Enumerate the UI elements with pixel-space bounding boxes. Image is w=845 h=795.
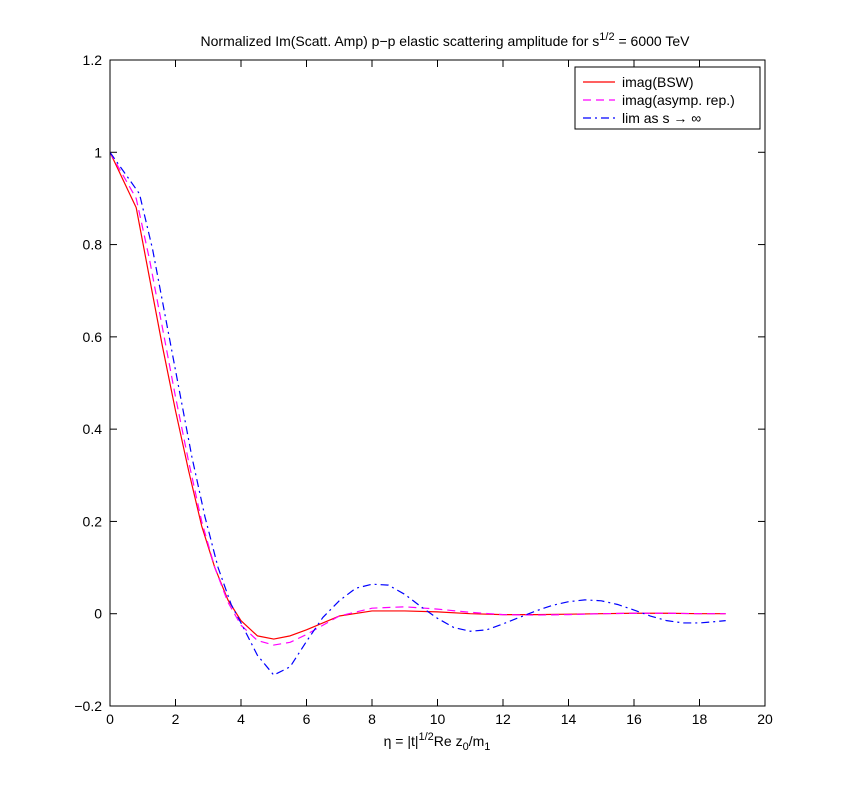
series-lines xyxy=(109,151,726,676)
x-tick-label: 12 xyxy=(495,711,511,727)
chart-title-sup: 1/2 xyxy=(599,31,614,43)
x-tick-label: 4 xyxy=(237,711,245,727)
x-tick-label: 16 xyxy=(626,711,642,727)
plot-frame xyxy=(109,59,766,707)
x-tick-label: 14 xyxy=(561,711,577,727)
y-tick-label: 0.6 xyxy=(83,329,103,345)
x-tick-label: 8 xyxy=(368,711,376,727)
y-tick-label: 1 xyxy=(94,144,102,160)
y-tick-label: 0.4 xyxy=(83,421,103,437)
x-tick-label: 10 xyxy=(430,711,446,727)
x-axis-ticks: 0 2 4 6 8 10 12 14 16 18 20 xyxy=(106,60,773,727)
x-tick-label: 18 xyxy=(692,711,708,727)
series-line-3 xyxy=(109,151,726,676)
legend: imag(BSW) imag(asymp. rep.) lim as s → ∞ xyxy=(574,66,761,130)
chart-title: Normalized Im(Scatt. Amp) p−p elastic sc… xyxy=(201,31,691,49)
x-axis-label: η = |t|1/2Re z0/m1 xyxy=(384,731,491,753)
x-tick-label: 2 xyxy=(172,711,180,727)
legend-label-3: lim as s → ∞ xyxy=(622,110,701,126)
x-tick-label: 0 xyxy=(106,711,114,727)
x-axis-label-text: η = |t|1/2Re z0/m1 xyxy=(384,731,491,753)
y-tick-label: 0 xyxy=(94,606,102,622)
chart-title-text: Normalized Im(Scatt. Amp) p−p elastic sc… xyxy=(201,31,691,49)
legend-label-1: imag(BSW) xyxy=(622,74,694,90)
y-tick-label: 0.2 xyxy=(83,513,103,529)
series-line-2 xyxy=(109,151,726,646)
y-axis-ticks: −0.2 0 0.2 0.4 0.6 0.8 1 1.2 xyxy=(74,52,765,714)
legend-box xyxy=(574,66,761,130)
y-tick-label: 1.2 xyxy=(83,52,103,68)
y-tick-label: −0.2 xyxy=(74,698,102,714)
legend-label-2: imag(asymp. rep.) xyxy=(622,92,735,108)
x-tick-label: 20 xyxy=(757,711,773,727)
plot-area xyxy=(110,60,765,706)
x-tick-label: 6 xyxy=(303,711,311,727)
y-tick-label: 0.8 xyxy=(83,237,103,253)
